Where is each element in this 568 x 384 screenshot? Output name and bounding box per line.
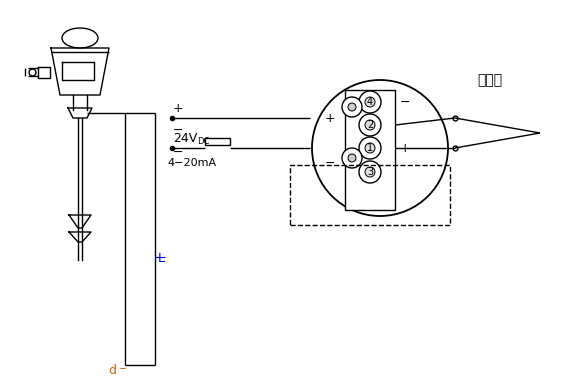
Circle shape [348, 154, 356, 162]
Text: −: − [173, 146, 183, 159]
Circle shape [348, 103, 356, 111]
Text: L: L [158, 252, 165, 265]
Text: 4−20mA: 4−20mA [168, 158, 216, 168]
Circle shape [365, 167, 375, 177]
Text: 4: 4 [367, 97, 373, 107]
Circle shape [365, 143, 375, 153]
Text: 热电偶: 热电偶 [478, 73, 503, 87]
Text: 24V: 24V [173, 131, 197, 144]
Circle shape [342, 148, 362, 168]
Text: 3: 3 [367, 167, 373, 177]
Text: −: − [173, 124, 183, 136]
Text: 2: 2 [367, 120, 373, 130]
Bar [290, 165, 450, 225]
Text: d: d [108, 364, 116, 376]
Text: DC: DC [197, 136, 210, 146]
Text: +: + [325, 111, 335, 124]
Text: −: − [325, 157, 335, 169]
Bar [345, 90, 395, 210]
Circle shape [359, 114, 381, 136]
Circle shape [359, 137, 381, 159]
Circle shape [342, 97, 362, 117]
Circle shape [359, 91, 381, 113]
Text: +: + [400, 141, 411, 154]
Circle shape [359, 161, 381, 183]
Circle shape [365, 120, 375, 130]
Text: +: + [173, 101, 183, 114]
Text: −: − [400, 96, 411, 109]
Bar [205, 137, 230, 144]
Circle shape [365, 97, 375, 107]
Text: 1: 1 [367, 143, 373, 153]
